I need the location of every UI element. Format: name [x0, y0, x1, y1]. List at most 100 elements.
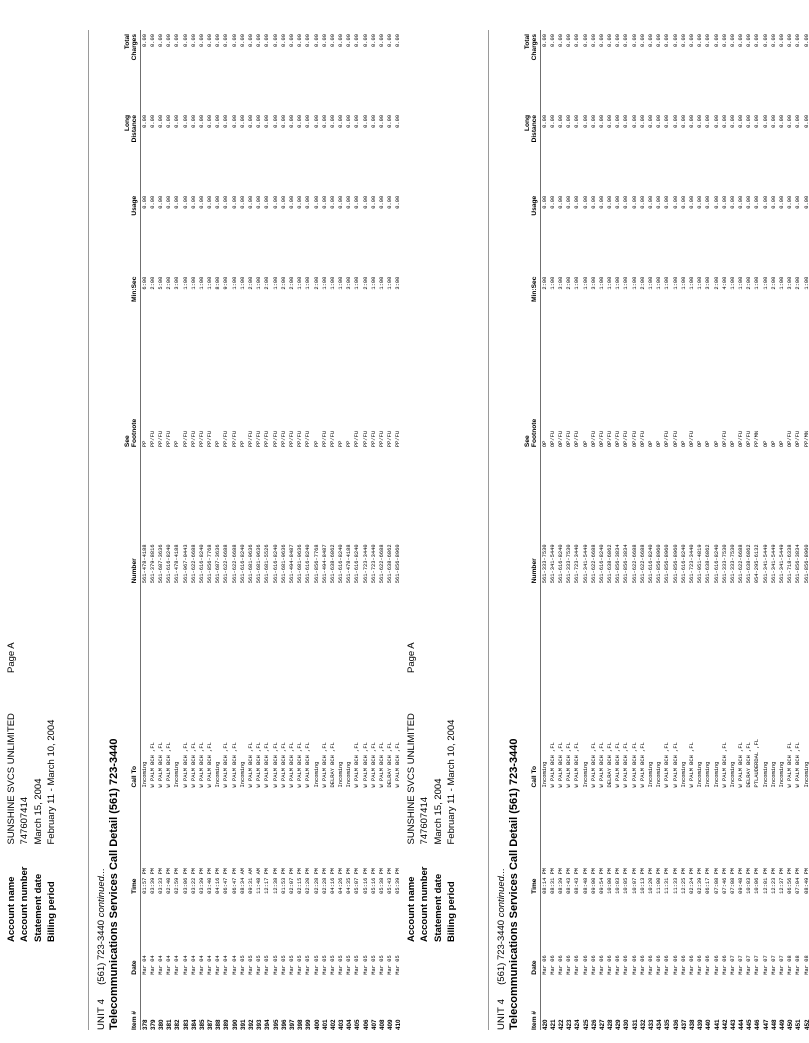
cell-total-charges: 0.00 — [256, 34, 263, 47]
cell-usage: 0.00 — [182, 195, 189, 209]
table-row: 425 Mar 06 08:48 PM Incoming 561-341-5449 OP 1… — [582, 30, 590, 1030]
cell-min-sec: 3:00 — [590, 276, 597, 290]
cell-usage: 0.00 — [713, 195, 720, 209]
col-usage: Usage — [524, 191, 541, 273]
cell-long-distance: 0.00 — [688, 114, 695, 128]
cell-total-charges: 0.00 — [631, 34, 638, 47]
cell-footnote: OP/FU — [795, 430, 802, 448]
cell-date: Mar 05 — [272, 955, 279, 975]
cell-total-charges: 0.00 — [280, 34, 287, 47]
cell-call-to: Incoming — [770, 761, 777, 788]
cell-call-to: Incoming — [648, 761, 655, 788]
cell-call-to: PTLAUDERDAL ,FL — [754, 738, 761, 788]
cell-long-distance: 0.00 — [557, 114, 564, 128]
cell-item: 394 — [264, 1019, 272, 1030]
cell-total-charges: 0.00 — [346, 34, 353, 47]
table-row: 451 Mar 08 07:04 PM W PALM BCH ,FL 561-856-3… — [795, 30, 803, 1030]
cell-usage: 0.00 — [688, 195, 695, 209]
cell-min-sec: 2:00 — [362, 276, 369, 290]
cell-date: Mar 04 — [166, 955, 173, 975]
cell-footnote: PP/FU — [223, 430, 230, 448]
cell-item: 438 — [688, 1019, 696, 1030]
cell-item: 402 — [329, 1019, 337, 1030]
cell-number: 561-856-7768 — [207, 544, 214, 584]
cell-call-to: W PALM BCH ,FL — [288, 742, 295, 788]
cell-total-charges: 0.00 — [239, 34, 246, 47]
col-number: Number — [124, 447, 141, 584]
cell-total-charges: 0.00 — [574, 34, 581, 47]
table-row: 445 Mar 07 10:03 PM DELRAY BCH ,FL 561-638-6… — [746, 30, 754, 1030]
cell-footnote: OP — [697, 440, 704, 448]
cell-usage: 0.00 — [803, 195, 809, 209]
cell-number: 561-638-6862 — [329, 544, 336, 584]
table-row: 406 Mar 05 05:16 PM W PALM BCH ,FL 561-723-3… — [362, 30, 370, 1030]
cell-time: 02:39 PM — [697, 867, 704, 894]
cell-min-sec: 1:00 — [354, 276, 361, 290]
cell-time: 08:43 PM — [566, 867, 573, 894]
cell-time: 06:17 PM — [705, 867, 712, 894]
cell-time: 03:39 PM — [198, 867, 205, 894]
cell-usage: 0.00 — [387, 195, 394, 209]
cell-time: 01:53 PM — [280, 867, 287, 894]
table-row: 434 Mar 06 11:00 PM Incoming 561-856-8960 OP 1… — [656, 30, 664, 1030]
cell-date: Mar 05 — [354, 955, 361, 975]
cell-time: 10:20 PM — [648, 867, 655, 894]
table-row: 380 Mar 04 03:33 PM W PALM BCH ,FL 561-687-3… — [157, 30, 165, 1030]
cell-usage: 0.00 — [239, 195, 246, 209]
cell-time: 10:13 PM — [639, 867, 646, 894]
cell-min-sec: 1:00 — [338, 276, 345, 290]
cell-number: 561-638-6862 — [607, 544, 614, 584]
cell-long-distance: 0.00 — [198, 114, 205, 128]
col-footnote-bottom: Footnote — [531, 418, 538, 448]
cell-long-distance: 0.00 — [549, 114, 556, 128]
table-row: 404 Mar 05 04:35 PM Incoming 561-478-4188 PP 3… — [346, 30, 354, 1030]
cell-call-to: Incoming — [803, 761, 809, 788]
cell-total-charges: 0.00 — [370, 34, 377, 47]
cell-min-sec: 1:00 — [598, 276, 605, 290]
cell-usage: 0.00 — [541, 195, 548, 209]
cell-long-distance: 0.00 — [272, 114, 279, 128]
cell-total-charges: 0.00 — [697, 34, 704, 47]
cell-time: 02:07 PM — [288, 867, 295, 894]
cell-min-sec: 1:00 — [574, 276, 581, 290]
cell-usage: 0.00 — [738, 195, 745, 209]
col-usage: Usage — [124, 191, 141, 273]
col-time: Time — [524, 787, 541, 894]
cell-min-sec: 1:00 — [672, 276, 679, 290]
cell-long-distance: 0.00 — [729, 114, 736, 128]
col-long-bottom: Distance — [131, 114, 138, 143]
cell-min-sec: 1:00 — [648, 276, 655, 290]
account-number-value: 747607414 — [419, 796, 431, 845]
cell-call-to: Incoming — [215, 761, 222, 788]
cell-min-sec: 1:00 — [615, 276, 622, 290]
cell-item: 396 — [280, 1019, 288, 1030]
table-row: 447 Mar 07 12:01 PM Incoming 561-341-5449 OP 1… — [762, 30, 770, 1030]
table-row: 427 Mar 06 09:54 PM W PALM BCH ,FL 561-616-8… — [598, 30, 606, 1030]
cell-number: 561-638-6862 — [746, 544, 753, 584]
cell-usage: 0.00 — [207, 195, 214, 209]
cell-long-distance: 0.00 — [664, 114, 671, 128]
cell-time: 08:48 PM — [582, 867, 589, 894]
col-total-top: Total — [124, 34, 131, 50]
cell-total-charges: 0.00 — [754, 34, 761, 47]
cell-item: 437 — [680, 1019, 688, 1030]
cell-item: 434 — [656, 1019, 664, 1030]
cell-number: 561-622-6688 — [379, 544, 386, 584]
cell-date: Mar 04 — [190, 955, 197, 975]
table-row: 428 Mar 06 10:00 PM DELRAY BCH ,FL 561-638-6… — [607, 30, 615, 1030]
cell-date: Mar 05 — [280, 955, 287, 975]
cell-item: 428 — [607, 1019, 615, 1030]
cell-call-to: DELRAY BCH ,FL — [387, 742, 394, 788]
cell-date: Mar 06 — [713, 955, 720, 975]
section-title-text: Telecommunications Services Call Detail — [508, 813, 520, 1030]
cell-long-distance: 0.00 — [746, 114, 753, 128]
cell-item: 439 — [697, 1019, 705, 1030]
cell-usage: 0.00 — [721, 195, 728, 209]
cell-usage: 0.00 — [787, 195, 794, 209]
cell-long-distance: 0.00 — [182, 114, 189, 128]
col-total-top: Total — [524, 34, 531, 50]
cell-number: 561-622-6688 — [738, 544, 745, 584]
cell-number: 561-622-6688 — [223, 544, 230, 584]
cell-date: Mar 06 — [721, 955, 728, 975]
